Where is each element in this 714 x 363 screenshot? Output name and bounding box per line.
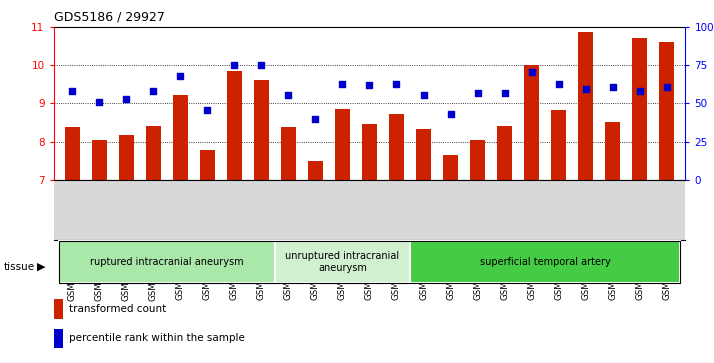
Text: tissue: tissue: [4, 262, 35, 272]
Point: [391, 81, 402, 86]
Point: [661, 85, 673, 90]
Bar: [254, 80, 269, 180]
Point: [580, 86, 591, 92]
Point: [94, 99, 105, 105]
Text: GDS5186 / 29927: GDS5186 / 29927: [54, 11, 164, 24]
Bar: [281, 127, 296, 180]
Point: [634, 88, 645, 94]
Text: ▶: ▶: [37, 262, 46, 272]
Point: [202, 107, 213, 113]
Bar: [605, 122, 620, 180]
Bar: [551, 110, 566, 180]
Point: [363, 82, 376, 88]
Bar: [497, 126, 512, 180]
Point: [121, 96, 132, 102]
Text: percentile rank within the sample: percentile rank within the sample: [69, 333, 244, 343]
Point: [337, 81, 348, 86]
Point: [607, 85, 618, 90]
Bar: [362, 125, 377, 180]
Bar: [119, 135, 134, 180]
Point: [526, 69, 537, 75]
Bar: [659, 42, 674, 180]
Point: [472, 90, 483, 96]
Bar: [200, 150, 215, 180]
Point: [66, 88, 78, 94]
Bar: [65, 127, 80, 180]
Bar: [443, 155, 458, 180]
FancyBboxPatch shape: [410, 241, 680, 283]
Point: [499, 90, 511, 96]
Text: superficial temporal artery: superficial temporal artery: [480, 257, 610, 267]
Point: [418, 92, 429, 98]
Bar: [632, 38, 647, 180]
Bar: [578, 32, 593, 180]
Point: [310, 116, 321, 122]
Point: [283, 92, 294, 98]
Point: [148, 88, 159, 94]
Bar: [308, 162, 323, 180]
Point: [256, 62, 267, 68]
Bar: [92, 140, 107, 180]
Point: [175, 73, 186, 79]
Bar: [335, 109, 350, 180]
Point: [445, 111, 456, 117]
Text: ruptured intracranial aneurysm: ruptured intracranial aneurysm: [90, 257, 243, 267]
Text: unruptured intracranial
aneurysm: unruptured intracranial aneurysm: [286, 252, 400, 273]
Point: [228, 62, 240, 68]
Bar: [524, 65, 539, 180]
Bar: [173, 95, 188, 180]
Bar: [470, 140, 485, 180]
Bar: [416, 129, 431, 180]
Bar: [146, 126, 161, 180]
Text: transformed count: transformed count: [69, 304, 166, 314]
Bar: [227, 71, 242, 180]
FancyBboxPatch shape: [275, 241, 410, 283]
FancyBboxPatch shape: [59, 241, 275, 283]
Bar: [389, 114, 404, 180]
Point: [553, 81, 564, 86]
